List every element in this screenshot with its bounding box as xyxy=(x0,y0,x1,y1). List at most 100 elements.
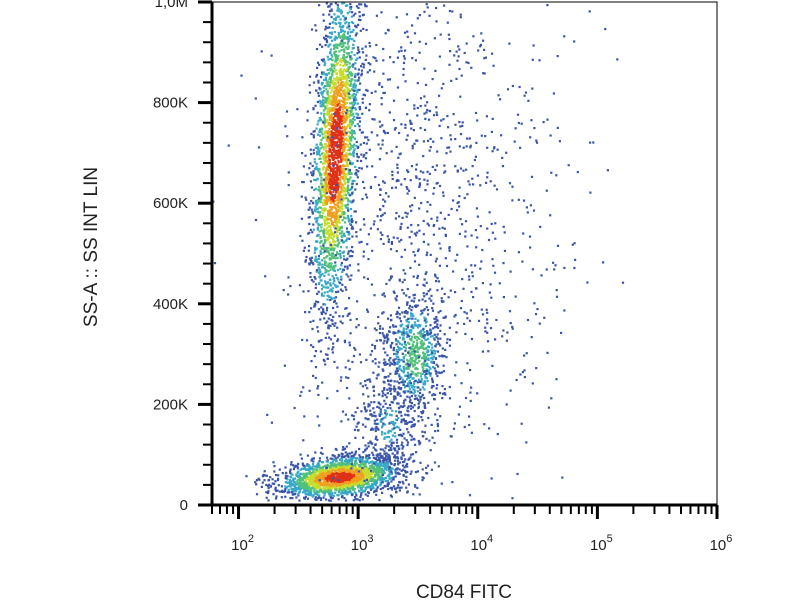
data-point xyxy=(405,324,408,328)
data-point xyxy=(316,207,319,210)
data-point xyxy=(314,471,317,474)
data-point xyxy=(336,463,339,466)
data-point xyxy=(392,290,395,293)
data-point xyxy=(302,439,305,442)
data-point xyxy=(312,263,315,266)
data-point xyxy=(410,338,413,341)
data-point xyxy=(328,124,331,127)
data-point xyxy=(354,24,357,27)
data-point xyxy=(319,88,322,91)
data-point xyxy=(409,358,412,361)
data-point xyxy=(325,38,328,41)
data-point xyxy=(362,180,365,184)
data-point xyxy=(334,153,337,157)
data-point xyxy=(375,449,378,452)
data-point xyxy=(332,163,335,166)
data-point xyxy=(349,452,352,455)
data-point xyxy=(386,458,389,461)
data-point xyxy=(364,136,367,139)
data-point xyxy=(326,306,329,309)
data-point xyxy=(351,227,355,230)
data-point xyxy=(303,476,306,479)
data-point xyxy=(355,494,358,497)
data-point xyxy=(333,485,336,488)
data-point xyxy=(310,491,313,494)
data-point xyxy=(261,475,264,478)
data-point xyxy=(333,170,336,173)
data-point xyxy=(360,153,363,156)
data-point xyxy=(356,91,359,94)
data-point xyxy=(424,317,428,320)
data-point xyxy=(313,492,316,495)
data-point xyxy=(341,119,344,122)
data-point xyxy=(329,491,332,494)
data-point xyxy=(419,341,422,344)
data-point xyxy=(406,311,409,314)
data-point xyxy=(366,243,369,246)
data-point xyxy=(334,105,337,108)
data-point xyxy=(344,188,347,191)
data-point xyxy=(353,496,357,499)
data-point xyxy=(343,497,346,500)
data-point xyxy=(394,471,397,474)
data-point xyxy=(347,216,350,219)
data-point xyxy=(305,198,308,201)
data-point xyxy=(324,229,327,232)
data-point xyxy=(400,343,403,346)
data-point xyxy=(386,480,389,483)
data-point xyxy=(322,303,325,306)
data-point xyxy=(342,196,345,199)
data-point xyxy=(336,88,339,91)
data-point xyxy=(327,96,330,99)
data-point xyxy=(341,471,345,474)
data-point xyxy=(336,229,339,232)
data-point xyxy=(330,180,333,183)
data-point xyxy=(296,483,299,486)
data-point xyxy=(336,85,339,88)
data-point xyxy=(330,187,334,190)
data-point xyxy=(344,155,347,158)
data-point xyxy=(328,278,331,281)
data-point xyxy=(401,464,405,467)
data-point xyxy=(416,348,420,351)
data-point xyxy=(371,460,374,463)
data-point xyxy=(340,225,343,228)
data-point xyxy=(294,464,298,467)
data-point xyxy=(376,474,379,477)
data-point xyxy=(310,256,314,259)
data-point xyxy=(322,190,325,194)
data-point xyxy=(335,210,338,213)
data-point xyxy=(332,95,335,98)
data-point xyxy=(301,467,304,470)
data-point xyxy=(342,97,345,100)
data-point xyxy=(328,233,332,236)
data-point xyxy=(358,464,361,467)
data-point xyxy=(411,343,414,346)
data-point xyxy=(335,37,338,40)
data-point xyxy=(401,480,404,483)
data-point xyxy=(332,205,335,209)
data-point xyxy=(396,312,399,315)
data-point xyxy=(317,133,320,136)
data-point xyxy=(334,43,337,46)
data-point xyxy=(324,363,327,366)
data-point xyxy=(389,344,392,347)
data-point xyxy=(379,461,382,464)
data-point xyxy=(431,394,434,397)
data-point xyxy=(316,292,319,295)
data-point xyxy=(398,486,401,489)
data-point xyxy=(344,46,348,49)
data-point xyxy=(332,315,335,318)
data-point xyxy=(340,84,343,87)
data-point xyxy=(320,71,324,74)
data-point xyxy=(275,474,278,477)
data-point xyxy=(314,496,317,499)
data-point xyxy=(346,314,349,317)
data-point xyxy=(324,312,327,315)
data-point xyxy=(350,109,353,112)
data-point xyxy=(328,218,331,221)
data-point xyxy=(364,463,367,466)
data-point xyxy=(353,118,356,121)
data-point xyxy=(320,76,323,79)
data-point xyxy=(324,477,327,480)
